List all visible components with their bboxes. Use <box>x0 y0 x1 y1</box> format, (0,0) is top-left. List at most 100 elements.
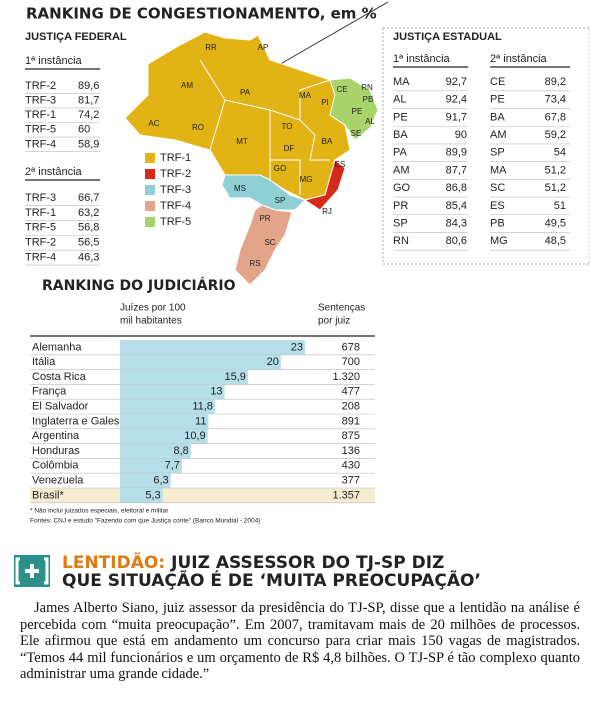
state-label: AL <box>365 117 375 126</box>
row-value: 60 <box>78 124 90 136</box>
row-value: 91,7 <box>446 111 467 123</box>
state-label: SC <box>264 238 275 247</box>
state-label: SP <box>275 196 286 205</box>
row-value: 89,2 <box>545 76 566 88</box>
row-label: TRF-4 <box>25 252 56 264</box>
row-value: 67,8 <box>545 111 566 123</box>
state-label: SE <box>351 129 362 138</box>
table-heading: 1ª instância <box>25 55 83 67</box>
legend-swatch <box>145 185 155 195</box>
state-label: ES <box>335 160 346 169</box>
region-trf5 <box>329 77 379 141</box>
legend-label: TRF-1 <box>160 152 191 164</box>
row-label: PA <box>393 147 408 159</box>
state-label: RJ <box>322 207 332 216</box>
legend-label: TRF-3 <box>160 184 191 196</box>
row-value: 87,7 <box>446 164 467 176</box>
row-label: SP <box>393 218 408 230</box>
estadual-title: JUSTIÇA ESTADUAL <box>393 31 502 43</box>
note: * Não inclui juizados especiais, eleitor… <box>30 508 169 515</box>
state-label: GO <box>274 164 286 173</box>
plus-icon <box>14 555 50 587</box>
value-label: 8,8 <box>173 445 188 457</box>
row-label: MA <box>393 76 410 88</box>
row-value: 56,5 <box>78 237 99 249</box>
state-label: PA <box>240 88 251 97</box>
row-value: 92,7 <box>446 76 467 88</box>
row-label: TRF-5 <box>25 222 56 234</box>
row-label: TRF-2 <box>25 237 56 249</box>
column-header: Sentenças <box>318 303 365 314</box>
value-label: 15,9 <box>224 371 245 383</box>
state-label: PR <box>259 214 270 223</box>
row-value: 84,3 <box>446 218 467 230</box>
row-label: ES <box>490 200 505 212</box>
table-value: 430 <box>342 460 360 472</box>
bar <box>120 354 281 370</box>
row-value: 66,7 <box>78 192 99 204</box>
row-value: 51,2 <box>545 164 566 176</box>
bar <box>120 458 182 474</box>
row-value: 92,4 <box>446 94 467 106</box>
headline-line: LENTIDÃO: JUIZ ASSESSOR DO TJ-SP DIZ <box>62 550 444 573</box>
row-label: TRF-1 <box>25 207 56 219</box>
state-label: RR <box>205 43 217 52</box>
row-label: MA <box>490 164 507 176</box>
row-label: PB <box>490 218 505 230</box>
table-value: 891 <box>342 415 360 427</box>
table-value: 678 <box>342 341 360 353</box>
federal-title: JUSTIÇA FEDERAL <box>25 31 127 43</box>
row-label: TRF-5 <box>25 124 56 136</box>
row-value: 81,7 <box>78 95 99 107</box>
row-value: 49,5 <box>545 218 566 230</box>
value-label: 11 <box>195 415 206 427</box>
row-label: PE <box>490 94 505 106</box>
bar <box>120 488 163 503</box>
row-label: CE <box>490 76 505 88</box>
legend-label: TRF-5 <box>160 216 191 228</box>
state-borders <box>270 159 301 195</box>
value-label: 13 <box>210 386 222 398</box>
row-value: 51 <box>554 200 566 212</box>
row-value: 86,8 <box>446 182 467 194</box>
legend-label: TRF-2 <box>160 168 191 180</box>
state-label: MS <box>234 184 246 193</box>
row-value: 74,2 <box>78 109 99 121</box>
row-label: TRF-4 <box>25 138 56 150</box>
row-label: SP <box>490 147 505 159</box>
row-value: 56,8 <box>78 222 99 234</box>
state-label: MA <box>299 91 312 100</box>
row-value: 89,6 <box>78 80 99 92</box>
category-label: El Salvador <box>32 401 89 413</box>
row-label: MG <box>490 235 508 247</box>
category-label: Venezuela <box>32 475 84 487</box>
title: RANKING DE CONGESTIONAMENTO, em % <box>26 5 377 23</box>
bar <box>120 443 191 459</box>
row-label: TRF-1 <box>25 109 56 121</box>
state-label: PE <box>352 107 363 116</box>
row-label: TRF-3 <box>25 192 56 204</box>
state-label: RS <box>249 259 260 268</box>
state-borders <box>299 119 330 161</box>
state-label: TO <box>282 122 293 131</box>
bar <box>120 428 208 444</box>
note: Fontes: CNJ e estudo "Fazendo com que Ju… <box>30 518 260 525</box>
state-label: PB <box>363 95 374 104</box>
bar <box>120 473 171 488</box>
row-label: PR <box>393 200 408 212</box>
legend-swatch <box>145 153 155 163</box>
legend-swatch <box>145 169 155 179</box>
table-heading: 2ª instância <box>490 53 548 65</box>
bar <box>120 369 248 385</box>
state-label: AC <box>148 119 159 128</box>
table-value: 875 <box>342 430 360 442</box>
region-trf1 <box>124 31 351 201</box>
row-label: SC <box>490 182 505 194</box>
column-header: Juízes por 100 <box>120 303 186 314</box>
row-value: 59,2 <box>545 129 566 141</box>
table-value: 1.320 <box>332 371 360 383</box>
state-label: PI <box>321 98 329 107</box>
region-trf4 <box>234 204 293 286</box>
row-value: 89,9 <box>446 147 467 159</box>
